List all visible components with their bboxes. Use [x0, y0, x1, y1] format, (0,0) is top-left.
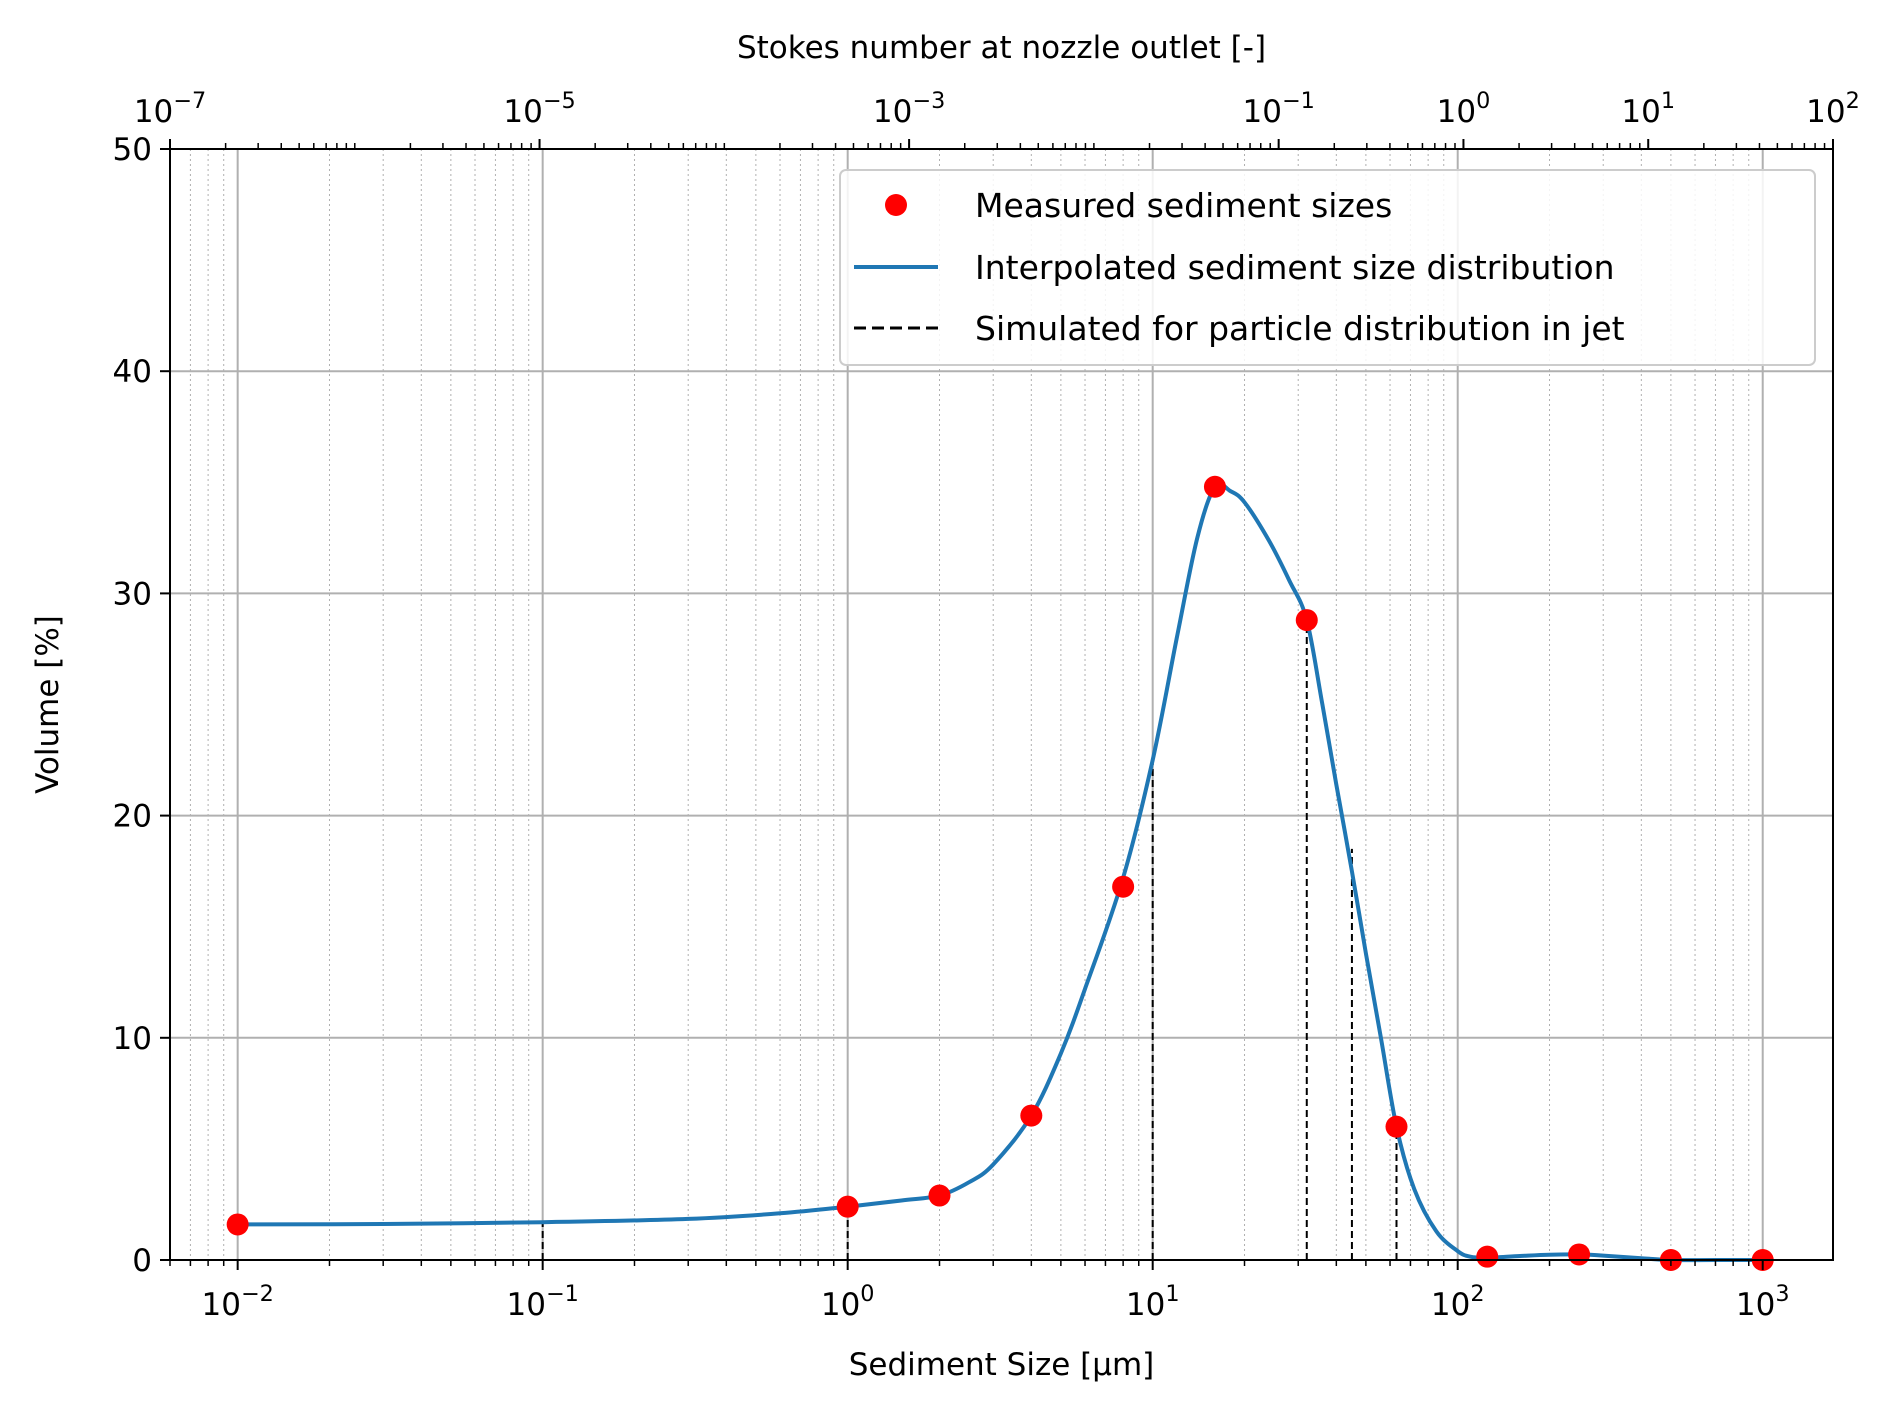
measured-point — [1295, 609, 1318, 632]
top-axis-ticks: 10−7 10−5 10−3 10−1 100 101 102 — [134, 88, 1860, 149]
measured-point — [1568, 1243, 1591, 1266]
top-axis-label: Stokes number at nozzle outlet [-] — [737, 30, 1266, 66]
measured-point — [1385, 1115, 1408, 1138]
x-axis-label: Sediment Size [µm] — [849, 1347, 1155, 1383]
legend-marker-scatter — [885, 194, 907, 216]
legend: Measured sediment sizes Interpolated sed… — [839, 169, 1816, 366]
vlines-group — [541, 620, 1398, 1260]
x-tick-label: 103 — [1736, 1281, 1790, 1323]
top-tick-label: 10−7 — [134, 88, 206, 130]
x-tick-label: 10−1 — [506, 1281, 578, 1323]
measured-point — [226, 1213, 249, 1236]
x-tick-label: 10−2 — [201, 1281, 273, 1323]
top-tick-label: 102 — [1806, 88, 1860, 130]
scatter-group — [226, 475, 1774, 1271]
left-axis-ticks: 0 10 20 30 40 50 — [113, 132, 170, 1279]
legend-label-simulated: Simulated for particle distribution in j… — [975, 309, 1625, 348]
measured-point — [1476, 1245, 1499, 1268]
measured-point — [1112, 875, 1135, 898]
x-tick-label: 102 — [1431, 1281, 1485, 1323]
bottom-axis-ticks: 10−2 10−1 100 101 102 103 — [169, 1260, 1790, 1323]
x-tick-label: 100 — [821, 1281, 875, 1323]
y-tick-label: 50 — [113, 132, 152, 168]
measured-point — [928, 1184, 951, 1207]
interpolated-series-line — [237, 481, 1763, 1263]
top-tick-label: 10−5 — [503, 88, 575, 130]
x-tick-label: 101 — [1126, 1281, 1180, 1323]
measured-point — [836, 1195, 859, 1218]
y-tick-label: 40 — [113, 354, 152, 390]
y-tick-label: 10 — [113, 1021, 152, 1057]
y-axis-label: Volume [%] — [30, 615, 66, 794]
top-tick-label: 100 — [1437, 88, 1491, 130]
top-tick-label: 10−3 — [873, 88, 945, 130]
measured-point — [1203, 475, 1226, 498]
legend-box — [839, 169, 1816, 366]
minor-gridlines — [169, 149, 1750, 1260]
top-tick-label: 101 — [1621, 88, 1675, 130]
series-line-group — [237, 481, 1763, 1263]
measured-point — [1020, 1104, 1043, 1127]
y-tick-label: 0 — [132, 1243, 152, 1279]
legend-label-measured: Measured sediment sizes — [975, 186, 1392, 225]
y-tick-label: 30 — [113, 576, 152, 612]
y-tick-label: 20 — [113, 799, 152, 835]
legend-label-interpolated: Interpolated sediment size distribution — [975, 248, 1615, 287]
plot-frame — [169, 148, 1834, 1261]
top-tick-label: 10−1 — [1242, 88, 1314, 130]
